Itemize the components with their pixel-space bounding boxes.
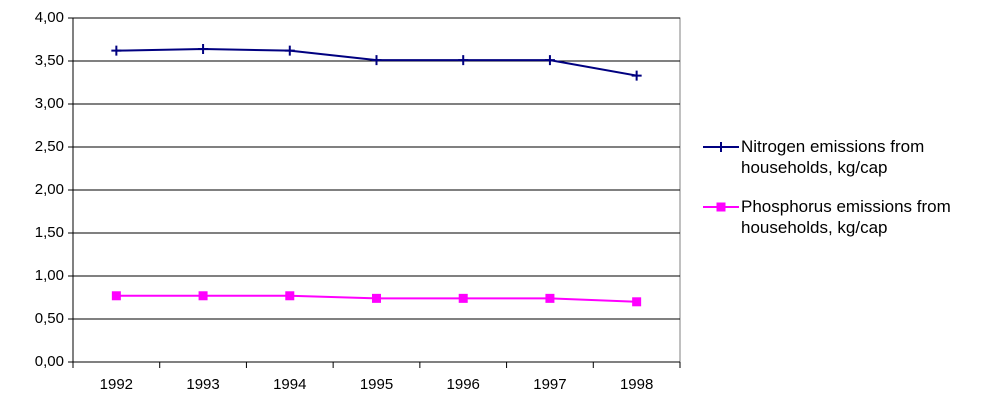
point [631,70,642,81]
point [458,293,468,303]
point [371,55,382,66]
legend-marker [716,142,726,152]
point [632,297,642,307]
x-tick-label: 1997 [533,376,566,393]
point [285,291,295,301]
x-tick-label: 1996 [447,376,480,393]
point [372,293,381,303]
y-tick-label: 0,00 [35,353,64,370]
y-tick-label: 3,50 [35,52,64,69]
x-tick-label: 1992 [100,376,133,393]
y-tick-label: 1,00 [35,267,64,284]
x-tick-label: 1993 [186,376,219,393]
x-tick-label: 1995 [360,376,393,393]
x-tick-label: 1994 [273,376,306,393]
point [544,55,555,66]
point [198,291,208,301]
legend-label: Nitrogen emissions from households, kg/c… [741,137,925,177]
y-tick-label: 0,50 [35,310,64,327]
legend-label: Phosphorus emissions from households, kg… [741,197,951,237]
point [284,45,295,56]
point [545,293,555,303]
y-tick-label: 1,50 [35,224,64,241]
point [198,43,209,54]
point [458,55,469,66]
y-tick-label: 2,50 [35,138,64,155]
y-tick-label: 2,00 [35,181,64,198]
point [111,45,122,56]
y-tick-label: 4,00 [35,9,64,26]
x-tick-label: 1998 [620,376,653,393]
point [111,291,121,301]
legend-marker [716,202,726,212]
y-tick-label: 3,00 [35,95,64,112]
